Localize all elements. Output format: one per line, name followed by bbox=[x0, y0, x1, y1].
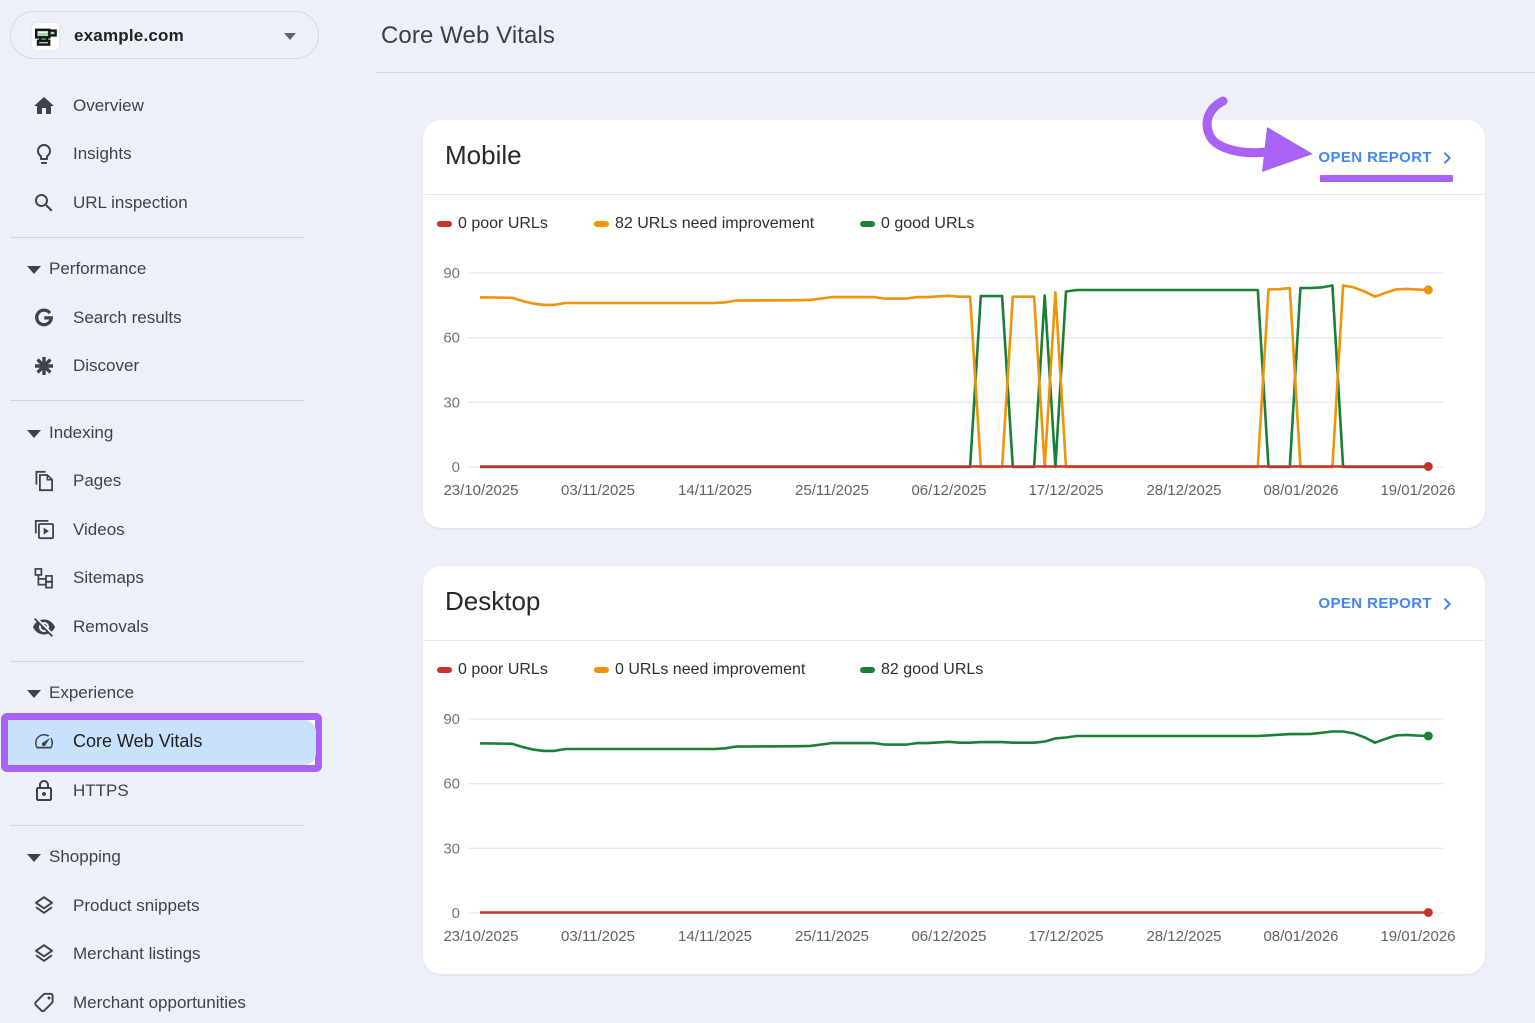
svg-text:19/01/2026: 19/01/2026 bbox=[1380, 928, 1455, 945]
svg-text:14/11/2025: 14/11/2025 bbox=[678, 482, 752, 499]
svg-text:06/12/2025: 06/12/2025 bbox=[911, 928, 986, 945]
svg-text:08/01/2026: 08/01/2026 bbox=[1263, 928, 1338, 945]
svg-text:23/10/2025: 23/10/2025 bbox=[443, 928, 518, 945]
svg-text:28/12/2025: 28/12/2025 bbox=[1146, 928, 1221, 945]
svg-text:60: 60 bbox=[443, 330, 460, 347]
svg-text:14/11/2025: 14/11/2025 bbox=[678, 928, 752, 945]
svg-text:90: 90 bbox=[443, 265, 460, 282]
svg-text:0: 0 bbox=[452, 459, 460, 476]
svg-text:17/12/2025: 17/12/2025 bbox=[1028, 482, 1103, 499]
svg-text:25/11/2025: 25/11/2025 bbox=[795, 482, 869, 499]
svg-text:06/12/2025: 06/12/2025 bbox=[911, 482, 986, 499]
svg-text:03/11/2025: 03/11/2025 bbox=[561, 928, 635, 945]
svg-text:30: 30 bbox=[443, 840, 460, 857]
svg-text:19/01/2026: 19/01/2026 bbox=[1380, 482, 1455, 499]
svg-text:25/11/2025: 25/11/2025 bbox=[795, 928, 869, 945]
svg-text:23/10/2025: 23/10/2025 bbox=[443, 482, 518, 499]
svg-text:17/12/2025: 17/12/2025 bbox=[1028, 928, 1103, 945]
svg-text:03/11/2025: 03/11/2025 bbox=[561, 482, 635, 499]
svg-text:08/01/2026: 08/01/2026 bbox=[1263, 482, 1338, 499]
svg-text:60: 60 bbox=[443, 776, 460, 793]
svg-text:0: 0 bbox=[452, 905, 460, 922]
svg-text:28/12/2025: 28/12/2025 bbox=[1146, 482, 1221, 499]
svg-text:90: 90 bbox=[443, 711, 460, 728]
svg-text:30: 30 bbox=[443, 394, 460, 411]
